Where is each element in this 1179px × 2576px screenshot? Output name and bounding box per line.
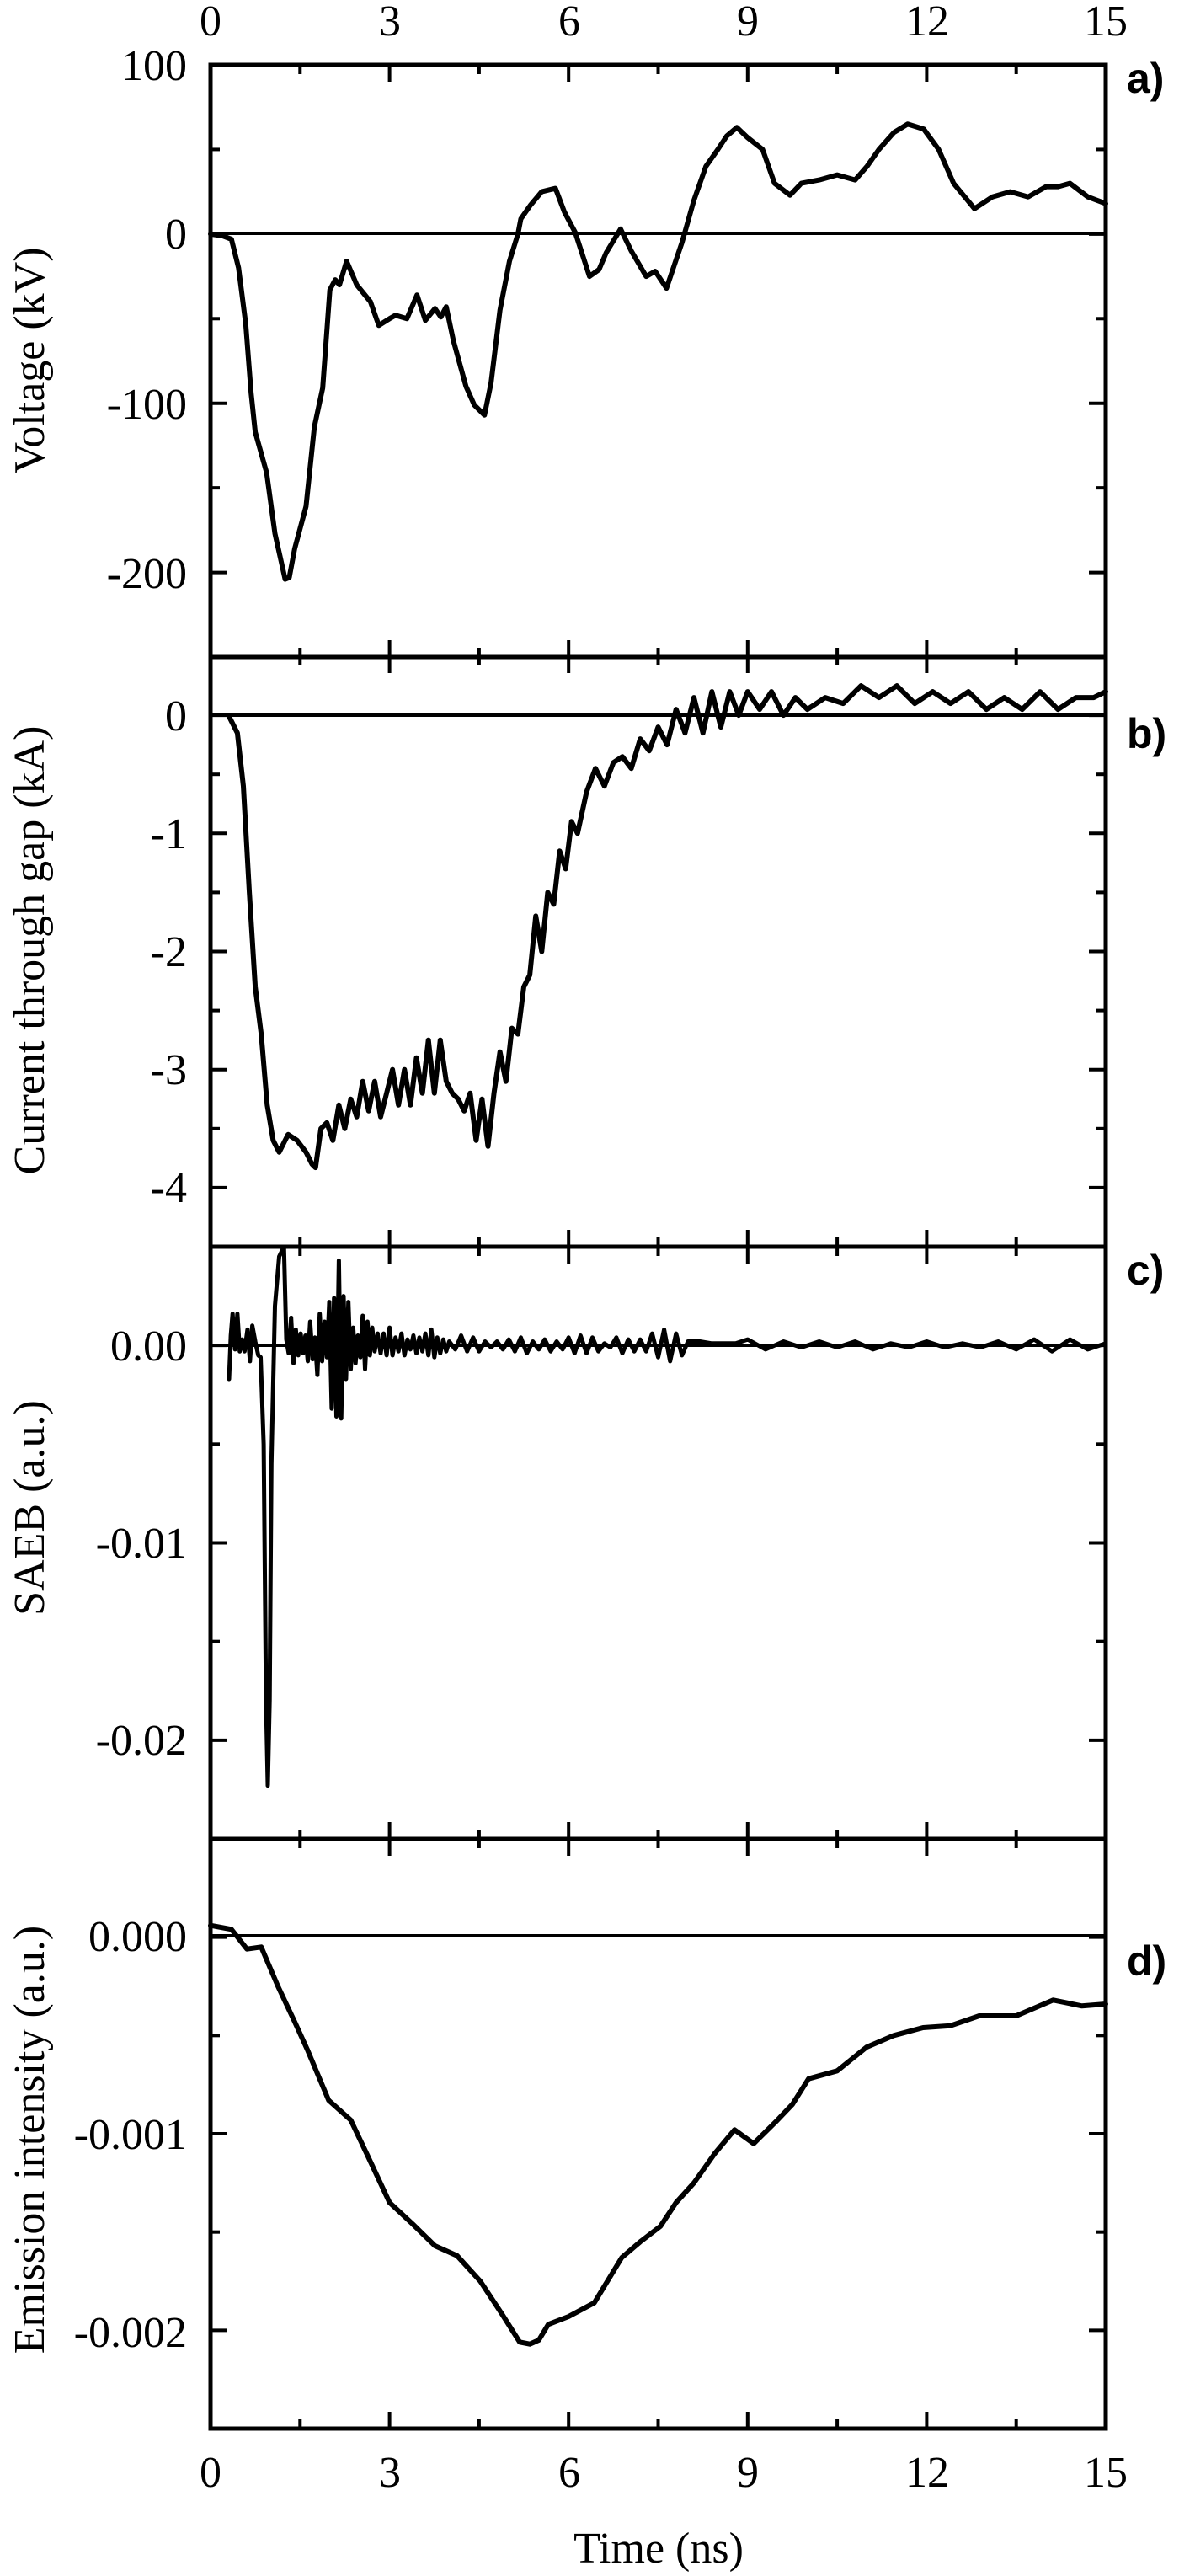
y-tick-label: 0 <box>165 211 187 259</box>
y-tick-label: -4 <box>151 1164 187 1212</box>
y-tick-label: 0.00 <box>110 1323 187 1371</box>
bottom-x-tick-label: 0 <box>200 2449 221 2497</box>
top-x-tick-label: 15 <box>1084 0 1128 45</box>
y-tick-label: -0.01 <box>96 1520 187 1568</box>
bottom-x-tick-label: 15 <box>1084 2449 1128 2497</box>
y-tick-label: -100 <box>107 381 187 429</box>
panel-d-y-axis-title: Emission intensity (a.u.) <box>6 1926 54 2354</box>
current-trace <box>226 683 1108 1171</box>
y-tick-label: -3 <box>151 1046 187 1094</box>
panel-d-ticks <box>211 1839 1106 2429</box>
panel-d-frame <box>208 1836 1108 2431</box>
top-x-tick-label: 12 <box>905 0 949 45</box>
y-tick-label: -0.02 <box>96 1717 187 1765</box>
saeb-trace <box>227 1244 1108 1788</box>
panel-d: 0.000 -0.001 -0.002 Emission intensity (… <box>6 1836 1166 2431</box>
panel-d-label: d) <box>1127 1937 1166 1985</box>
bottom-x-tick-label: 12 <box>905 2449 949 2497</box>
emission-trace <box>208 1922 1108 2347</box>
bottom-x-tick-label: 3 <box>379 2449 401 2497</box>
top-x-tick-label: 0 <box>200 0 221 45</box>
top-x-tick-label: 6 <box>558 0 580 45</box>
bottom-x-tick-labels: 0 3 6 9 12 15 <box>200 2449 1128 2497</box>
panel-c-y-axis-title: SAEB (a.u.) <box>6 1400 54 1616</box>
panel-a-label: a) <box>1127 55 1164 102</box>
y-tick-label: -2 <box>151 928 187 976</box>
y-tick-label: -0.002 <box>74 2309 187 2357</box>
x-axis-title: Time (ns) <box>573 2525 744 2573</box>
y-tick-label: 0 <box>165 692 187 740</box>
y-tick-label: -200 <box>107 550 187 598</box>
panel-c-label: c) <box>1127 1247 1164 1294</box>
panel-a-frame <box>208 62 1108 660</box>
panel-b-y-axis-title: Current through gap (kA) <box>6 726 54 1175</box>
voltage-trace <box>208 121 1108 582</box>
bottom-x-tick-label: 9 <box>737 2449 759 2497</box>
bottom-x-tick-label: 6 <box>558 2449 580 2497</box>
panel-a-ticks <box>211 65 1106 657</box>
panel-b-frame <box>208 654 1108 1249</box>
y-tick-label: -0.001 <box>74 2111 187 2159</box>
y-tick-label: 0.000 <box>88 1913 187 1961</box>
y-tick-label: -1 <box>151 810 187 858</box>
top-x-tick-label: 3 <box>379 0 401 45</box>
panel-b: 0 -1 -2 -3 -4 Current through gap (kA) b… <box>6 654 1166 1249</box>
top-x-tick-labels: 0 3 6 9 12 15 <box>200 0 1128 45</box>
panel-b-label: b) <box>1127 710 1166 757</box>
panel-c: 0.00 -0.01 -0.02 SAEB (a.u.) c) <box>6 1244 1164 1841</box>
panel-a: 100 0 -100 -200 Voltage (kV) a) <box>6 42 1164 660</box>
panel-a-y-axis-title: Voltage (kV) <box>6 247 54 473</box>
panel-b-ticks <box>211 656 1106 1247</box>
top-x-tick-label: 9 <box>737 0 759 45</box>
y-tick-label: 100 <box>121 42 187 90</box>
